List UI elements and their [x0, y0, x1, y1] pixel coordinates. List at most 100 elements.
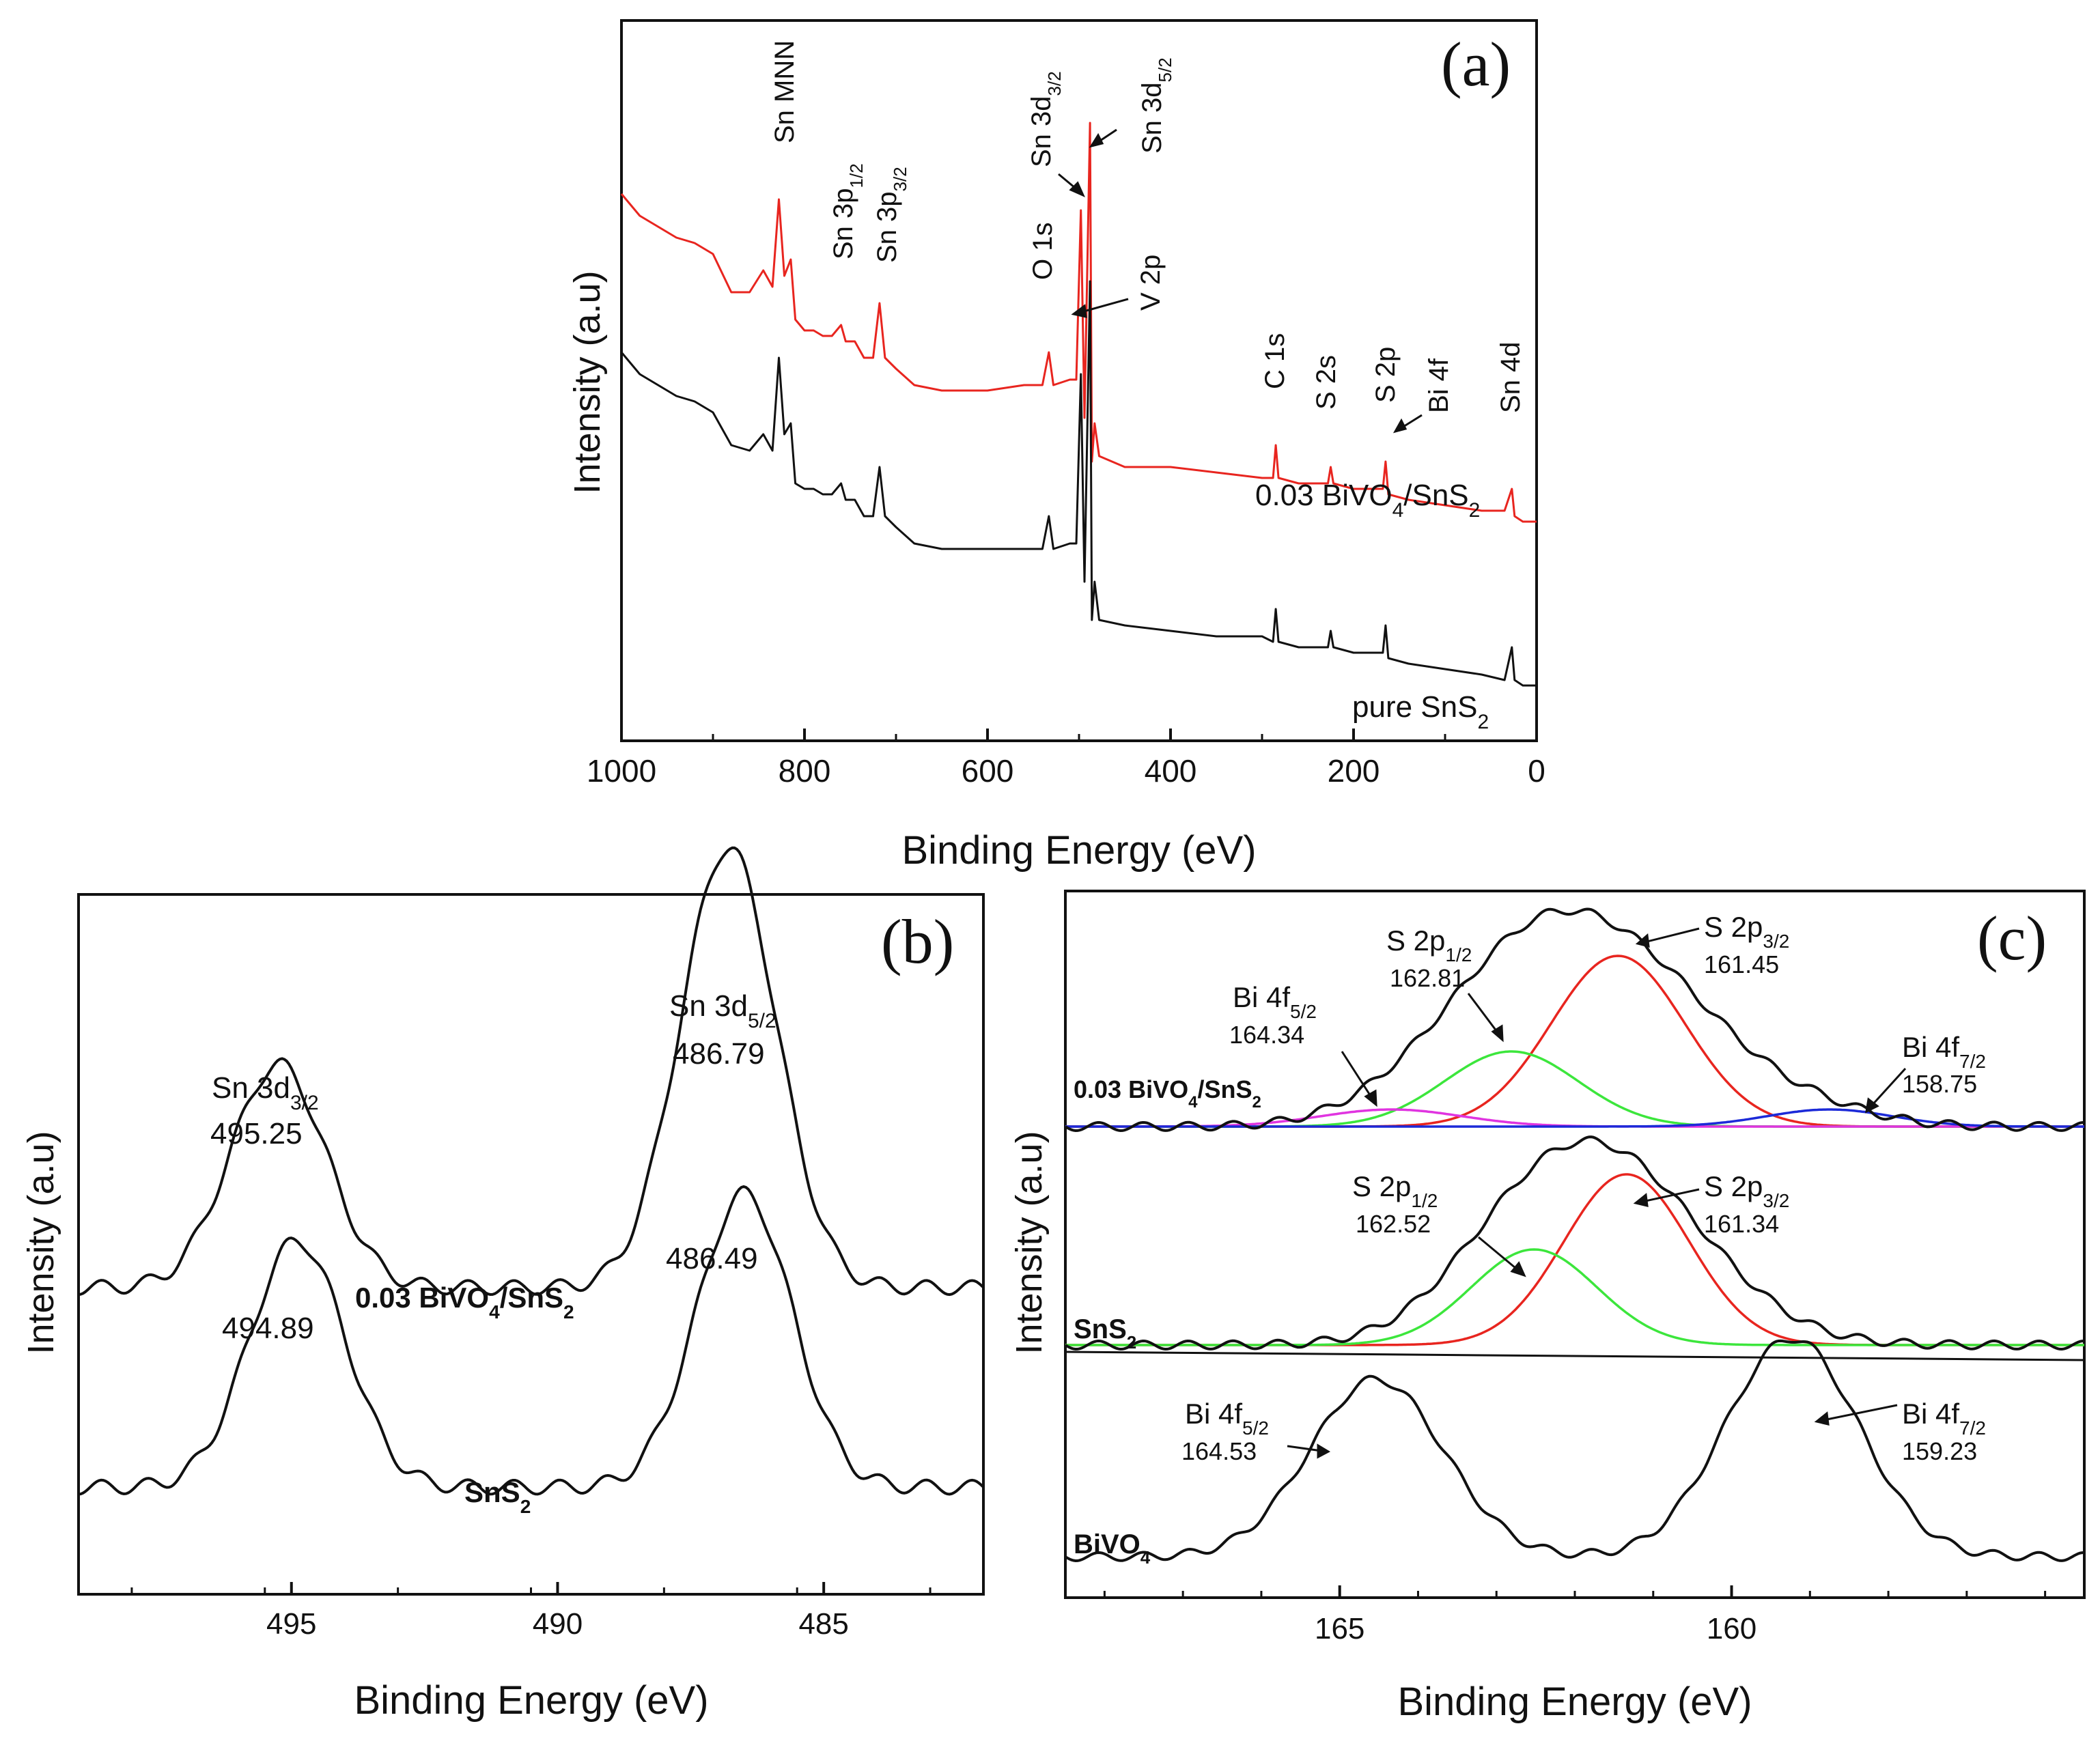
panel-a-label-composite: 0.03 BiVO4/SnS2 [1255, 479, 1480, 522]
panel-b-curve-labels: 0.03 BiVO4/SnS2 SnS2 [355, 1282, 574, 1517]
peak-bi4f72-bot-title: Bi 4f7/2 [1902, 1398, 1986, 1439]
curve-c-bivo4: BiVO4 [1074, 1529, 1151, 1568]
panel-c-label: (c) [1977, 903, 2047, 973]
x-tick-label: 165 [1315, 1612, 1364, 1645]
curve-label-composite: 0.03 BiVO4/SnS2 [355, 1282, 574, 1323]
annot-sn-3p12: Sn 3p1/2 [828, 163, 867, 259]
peak-bi4f72-top-title: Bi 4f7/2 [1902, 1031, 1986, 1072]
panel-b-ylabel: Intensity (a.u) [20, 1131, 61, 1354]
series-line [78, 846, 985, 1297]
panel-b: 495 490 485 (b) Intensity (a.u) Binding En… [20, 846, 985, 1723]
panel-a-ylabel: Intensity (a.u) [567, 270, 608, 494]
peak-s2p32-mid-title: S 2p3/2 [1704, 1170, 1789, 1211]
panel-b-xlabel: Binding Energy (eV) [354, 1678, 708, 1723]
arrow-head [1089, 132, 1104, 148]
x-tick-label: 600 [962, 753, 1014, 789]
peak-s2p32-top-title: S 2p3/2 [1704, 911, 1789, 952]
arrow-c-1 [1341, 1051, 1374, 1100]
peak-s2p12-top-value: 162.81 [1390, 964, 1465, 992]
panel-c-frame [1064, 890, 2086, 1599]
x-tick-label: 490 [533, 1607, 583, 1641]
arrow-head [1865, 1097, 1879, 1114]
series-blue-line [1065, 1108, 2084, 1128]
peak-label-486-79: 486.79 [673, 1037, 765, 1071]
arrow-c-7 [1287, 1445, 1322, 1452]
panel-a-label: (a) [1441, 29, 1511, 99]
peak-bi4f52-bot-title: Bi 4f5/2 [1185, 1398, 1269, 1439]
series-black-line [1065, 907, 2085, 1133]
arrow-c-8 [1823, 1404, 1898, 1422]
arrow-c-3 [1644, 927, 1700, 944]
x-tick-label: 485 [798, 1607, 848, 1641]
peak-label-486-49: 486.49 [666, 1242, 758, 1275]
series-green-line [1065, 1248, 2084, 1346]
arrow-head [1069, 181, 1085, 197]
panel-a-label-pure: pure SnS2 [1352, 690, 1489, 733]
peak-s2p12-mid-title: S 2p1/2 [1352, 1170, 1438, 1211]
panel-c: 165 160 (c) Intensity (a.u) Binding Energ… [1009, 890, 2086, 1724]
arrow-v-2p [1078, 298, 1129, 314]
arrow-c-6 [1642, 1188, 1700, 1203]
series-red-line [1065, 1173, 2084, 1346]
arrow-head [1491, 1024, 1504, 1043]
annot-s-2p: S 2p [1371, 347, 1401, 403]
series-line [78, 1185, 985, 1496]
peak-bi4f72-top-value: 158.75 [1902, 1070, 1977, 1098]
curve-c-composite: 0.03 BiVO4/SnS2 [1074, 1075, 1261, 1112]
series-black-line [620, 280, 1537, 687]
arrow-head [1814, 1411, 1830, 1426]
peak-s2p32-top-value: 161.45 [1704, 950, 1779, 978]
x-tick-label: 200 [1328, 753, 1380, 789]
curve-c-sns2: SnS2 [1074, 1314, 1136, 1353]
panel-c-curve-labels: 0.03 BiVO4/SnS2 SnS2 BiVO4 [1074, 1075, 1261, 1568]
panel-a-series [620, 122, 1537, 687]
panel-a-arrows [1058, 128, 1423, 434]
panel-c-arrows [1287, 927, 1907, 1459]
x-tick-label: 800 [779, 753, 831, 789]
panel-b-label: (b) [881, 907, 954, 976]
annot-sn-3p32: Sn 3p3/2 [872, 167, 910, 263]
annot-sn-3d32: Sn 3d3/2 [1026, 71, 1065, 167]
panel-c-xlabel: Binding Energy (eV) [1397, 1680, 1752, 1724]
series-magenta-line [1065, 1108, 2084, 1128]
sns2-baseline [1065, 1351, 2085, 1361]
panel-b-peak-labels: Sn 3d3/2 495.25 Sn 3d5/2 486.79 494.89 4… [210, 989, 776, 1345]
peak-s2p32-mid-value: 161.34 [1704, 1210, 1779, 1238]
curve-label-sns2: SnS2 [464, 1476, 531, 1517]
arrow-head [1635, 933, 1650, 948]
arrow-head [1392, 418, 1408, 434]
annot-bi-4f: Bi 4f [1424, 358, 1454, 413]
peak-label-sn3d32-title: Sn 3d3/2 [212, 1071, 319, 1114]
x-tick-label: 160 [1707, 1612, 1756, 1645]
peak-s2p12-mid-value: 162.52 [1356, 1210, 1431, 1238]
peak-label-sn3d52-title: Sn 3d5/2 [669, 989, 776, 1032]
panel-a-ticks: 1000 800 600 400 200 0 [587, 729, 1545, 789]
x-tick-label: 1000 [587, 753, 656, 789]
panel-b-ticks: 495 490 485 [130, 1582, 932, 1641]
x-tick-label: 495 [266, 1607, 316, 1641]
annot-sn-mnn: Sn MNN [770, 40, 800, 143]
panel-a: 1000 800 600 400 200 0 (a) Intensity (a.u) Bi… [567, 19, 1545, 873]
annot-sn-3d52: Sn 3d5/2 [1137, 57, 1175, 154]
panel-b-series [78, 846, 985, 1496]
panel-a-annotations: Sn MNN Sn 3p1/2 Sn 3p3/2 O 1s Sn 3d3/2 S… [770, 40, 1526, 413]
panel-c-ticks: 165 160 [1103, 1585, 2047, 1645]
peak-label-495-25: 495.25 [210, 1117, 303, 1150]
x-tick-label: 0 [1528, 753, 1545, 789]
peak-bi4f52-top-title: Bi 4f5/2 [1233, 981, 1317, 1022]
arrow-c-4 [1870, 1067, 1907, 1107]
series-black-line [1065, 1135, 2085, 1351]
panel-a-xlabel: Binding Energy (eV) [901, 828, 1256, 873]
x-tick-label: 400 [1145, 753, 1197, 789]
arrow-c-2 [1467, 993, 1500, 1035]
panel-c-ylabel: Intensity (a.u) [1009, 1131, 1050, 1354]
peak-bi4f72-bot-value: 159.23 [1902, 1437, 1977, 1465]
peak-s2p12-top-title: S 2p1/2 [1386, 924, 1472, 965]
panel-c-series [1065, 907, 2085, 1563]
panel-c-peak-labels: Bi 4f5/2 164.34 S 2p1/2 162.81 S 2p3/2 1… [1181, 911, 1986, 1465]
peak-label-494-89: 494.89 [222, 1312, 314, 1345]
annot-sn-4d: Sn 4d [1496, 341, 1526, 413]
annot-o-1s: O 1s [1028, 223, 1058, 280]
annot-c-1s: C 1s [1260, 333, 1290, 389]
